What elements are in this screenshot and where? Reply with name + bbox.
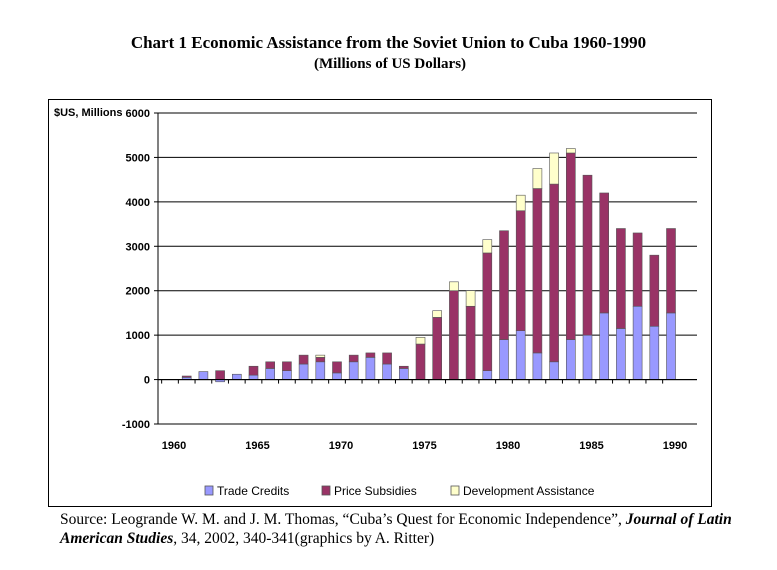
y-tick-label: 1000 [126,330,150,342]
chart-subtitle: (Millions of US Dollars) [313,56,467,72]
bar-price-subsidies [415,343,426,380]
bar-development-assistance [482,239,493,254]
bar-price-subsidies [499,230,509,340]
x-tick-label: 1990 [663,440,687,452]
bar-price-subsidies [649,254,660,327]
legend-label: Development Assistance [463,484,595,498]
bar-trade-credits [382,363,392,380]
bar-trade-credits [599,312,610,380]
y-tick-label: 4000 [126,197,150,209]
bar-trade-credits [565,339,576,380]
bar-trade-credits [198,371,209,380]
bar-price-subsidies [582,174,593,336]
bar-price-subsidies [315,357,326,363]
bar-price-subsidies [382,352,392,365]
bar-development-assistance [415,337,426,345]
bar-price-subsidies [265,361,276,369]
bar-trade-credits [298,363,309,380]
source-citation: Source: Leogrande W. M. and J. M. Thomas… [60,510,740,548]
bar-trade-credits [632,305,643,380]
bar-price-subsidies [632,232,643,307]
bar-trade-credits [499,339,509,380]
bar-trade-credits [265,368,276,380]
bar-trade-credits [282,370,292,380]
bar-price-subsidies [332,361,342,374]
bar-price-subsidies [482,252,493,371]
bar-price-subsidies [532,188,543,354]
bar-trade-credits [248,374,259,380]
bar-price-subsidies [565,152,576,340]
y-tick-label: 3000 [126,241,150,253]
legend-swatch [321,485,331,496]
bar-price-subsidies [465,305,476,380]
legend-label: Price Subsidies [334,484,417,498]
bar-trade-credits [582,334,593,380]
bar-trade-credits [616,328,626,380]
bar-trade-credits [232,373,242,380]
bar-price-subsidies [248,365,259,376]
bar-trade-credits [348,361,359,380]
x-tick-label: 1960 [162,440,186,452]
y-tick-label: 5000 [126,152,150,164]
bar-trade-credits [666,312,676,380]
bar-development-assistance [549,152,559,185]
bar-development-assistance [449,281,459,292]
bar-trade-credits [398,368,409,380]
source-authors: Leogrande W. M. and J. M. Thomas, “Cuba’… [111,511,626,528]
legend-swatch [204,485,214,496]
bar-trade-credits [332,372,342,380]
y-tick-label: 0 [144,375,150,387]
bar-price-subsidies [298,354,309,365]
bar-price-subsidies [365,352,376,358]
y-tick-label: 6000 [126,108,150,120]
source-suffix: , 34, 2002, 340-341(graphics by A. Ritte… [173,530,435,547]
bar-trade-credits [315,361,326,380]
bar-price-subsidies [282,361,292,371]
source-prefix: Source: [60,511,112,528]
bar-price-subsidies [181,375,192,378]
y-axis-label: $US, Millions [54,107,122,119]
bar-development-assistance [515,194,526,212]
bar-trade-credits [482,370,493,380]
chart-area [48,99,712,507]
y-tick-label: 2000 [126,286,150,298]
bar-development-assistance [432,310,443,318]
bar-development-assistance [532,168,543,189]
chart-title: Chart 1 Economic Assistance from the Sov… [130,33,647,52]
bar-price-subsidies [348,354,359,363]
x-tick-label: 1970 [329,440,353,452]
bar-price-subsidies [432,317,443,380]
bar-price-subsidies [549,183,559,363]
x-tick-label: 1980 [496,440,520,452]
bar-development-assistance [465,290,476,307]
bar-price-subsidies [449,290,459,380]
bar-development-assistance [315,354,326,358]
bar-trade-credits [365,357,376,380]
bar-trade-credits [532,352,543,380]
x-tick-label: 1985 [579,440,603,452]
bar-trade-credits [549,361,559,380]
bar-price-subsidies [515,210,526,332]
bar-price-subsidies [666,228,676,314]
bar-price-subsidies [616,228,626,329]
bar-price-subsidies [398,365,409,369]
source-journal: Journal of Latin American Studies [60,511,732,547]
x-tick-label: 1975 [412,440,436,452]
legend-label: Trade Credits [217,484,289,498]
y-tick-label: -1000 [122,419,150,431]
bar-price-subsidies [599,192,610,314]
x-tick-label: 1965 [245,440,269,452]
bar-price-subsidies [215,370,225,380]
bar-development-assistance [565,148,576,154]
bar-trade-credits [649,325,660,380]
legend-swatch [450,485,460,496]
bar-trade-credits [515,330,526,380]
